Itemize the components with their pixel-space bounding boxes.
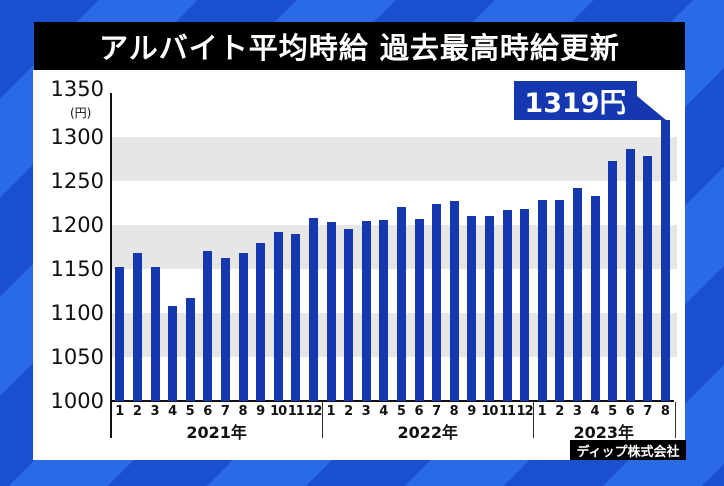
month-label: 4 xyxy=(590,404,600,419)
month-label: 9 xyxy=(256,404,266,419)
month-label: 7 xyxy=(643,404,653,419)
month-label: 1 xyxy=(537,404,547,419)
bar xyxy=(308,217,318,401)
chart-title: アルバイト平均時給 過去最高時給更新 xyxy=(34,22,685,70)
bar xyxy=(608,160,618,401)
month-label: 8 xyxy=(238,404,248,419)
month-label: 2 xyxy=(555,404,565,419)
bar xyxy=(414,218,424,401)
month-label: 10 xyxy=(270,404,287,419)
y-tick-label: 1050 xyxy=(50,345,104,369)
month-label: 8 xyxy=(660,404,670,419)
bar xyxy=(625,149,635,401)
month-label: 7 xyxy=(220,404,230,419)
month-label: 6 xyxy=(414,404,424,419)
bar xyxy=(256,243,266,401)
bar xyxy=(344,228,354,401)
bar xyxy=(502,210,512,401)
month-label: 6 xyxy=(203,404,213,419)
month-label: 12 xyxy=(516,404,534,419)
grid-band xyxy=(112,137,677,181)
bar xyxy=(467,216,477,401)
source-label: ディップ株式会社 xyxy=(570,440,686,460)
x-axis-line xyxy=(110,400,674,402)
month-label: 11 xyxy=(498,404,516,419)
month-label: 6 xyxy=(625,404,635,419)
y-tick-label: 1000 xyxy=(50,389,104,413)
month-label: 12 xyxy=(305,404,322,419)
y-tick-label: 1200 xyxy=(50,213,104,237)
y-tick-label: 1300 xyxy=(50,125,104,149)
bar xyxy=(449,201,459,401)
month-label: 2 xyxy=(344,404,354,419)
bar xyxy=(168,305,178,401)
month-label: 4 xyxy=(168,404,178,419)
y-axis-line xyxy=(110,93,112,438)
y-tick-label: 1150 xyxy=(50,257,104,281)
bar xyxy=(220,258,230,401)
year-label: 2022年 xyxy=(397,423,459,442)
callout-pointer-icon xyxy=(620,96,666,120)
bar xyxy=(572,188,582,401)
bar xyxy=(361,220,371,401)
month-label: 5 xyxy=(185,404,195,419)
bar xyxy=(326,222,336,401)
bar xyxy=(273,232,283,401)
bar xyxy=(291,233,301,401)
bar xyxy=(432,203,442,401)
y-tick-label: 1350 xyxy=(50,77,104,101)
bar xyxy=(555,200,565,401)
latest-value-callout: 1319円 xyxy=(514,81,637,120)
y-tick-label: 1100 xyxy=(50,301,104,325)
month-label: 2 xyxy=(132,404,142,419)
month-label: 8 xyxy=(449,404,459,419)
y-tick-label: 1250 xyxy=(50,169,104,193)
month-label: 5 xyxy=(608,404,618,419)
month-label: 1 xyxy=(115,404,125,419)
bar xyxy=(115,267,125,401)
bar xyxy=(520,209,530,401)
bar xyxy=(590,195,600,401)
month-label: 10 xyxy=(481,404,498,419)
bar xyxy=(238,253,248,401)
bar xyxy=(379,219,389,401)
y-axis-unit: (円) xyxy=(70,106,92,120)
year-label: 2021年 xyxy=(186,423,247,442)
month-label: 3 xyxy=(150,404,160,419)
bar xyxy=(150,267,160,401)
year-label: 2023年 xyxy=(573,423,635,442)
month-label: 3 xyxy=(361,404,371,419)
month-label: 9 xyxy=(467,404,477,419)
month-label: 5 xyxy=(396,404,406,419)
bar xyxy=(537,200,547,401)
bar xyxy=(185,298,195,401)
year-divider xyxy=(322,402,324,438)
year-divider xyxy=(533,402,535,438)
month-label: 11 xyxy=(287,404,305,419)
month-label: 7 xyxy=(432,404,442,419)
bar xyxy=(484,216,494,401)
bar xyxy=(643,156,653,401)
bar xyxy=(203,250,213,401)
bar xyxy=(660,120,670,401)
month-label: 3 xyxy=(572,404,582,419)
bar xyxy=(132,253,142,401)
month-label: 1 xyxy=(326,404,336,419)
bar xyxy=(396,207,406,401)
year-divider xyxy=(675,402,677,438)
month-label: 4 xyxy=(379,404,389,419)
